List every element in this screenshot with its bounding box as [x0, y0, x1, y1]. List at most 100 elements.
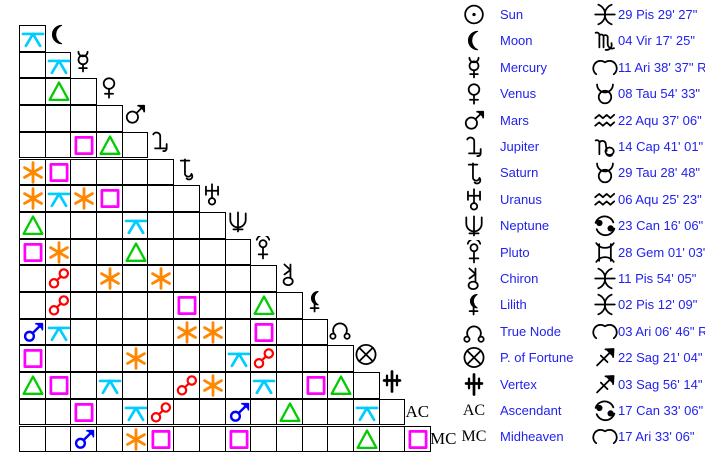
aspect-cell[interactable] — [276, 345, 303, 372]
aspect-cell[interactable] — [250, 399, 277, 426]
aspect-cell[interactable] — [250, 319, 277, 346]
aspect-cell[interactable] — [19, 319, 46, 346]
aspect-cell[interactable] — [45, 399, 72, 426]
aspect-cell[interactable] — [45, 185, 72, 212]
aspect-cell[interactable] — [199, 265, 226, 292]
aspect-cell[interactable] — [147, 185, 174, 212]
aspect-cell[interactable] — [250, 265, 277, 292]
aspect-cell[interactable] — [199, 399, 226, 426]
aspect-cell[interactable] — [19, 212, 46, 239]
aspect-cell[interactable] — [122, 239, 149, 266]
aspect-cell[interactable] — [199, 292, 226, 319]
aspect-cell[interactable] — [276, 426, 303, 452]
aspect-cell[interactable] — [70, 265, 97, 292]
aspect-cell[interactable] — [302, 319, 329, 346]
aspect-cell[interactable] — [199, 319, 226, 346]
aspect-cell[interactable] — [250, 345, 277, 372]
aspect-cell[interactable] — [45, 78, 72, 105]
aspect-cell[interactable] — [250, 372, 277, 399]
aspect-cell[interactable] — [19, 159, 46, 186]
aspect-cell[interactable] — [96, 105, 123, 132]
aspect-cell[interactable] — [225, 345, 252, 372]
aspect-cell[interactable] — [19, 185, 46, 212]
aspect-cell[interactable] — [327, 426, 354, 452]
aspect-cell[interactable] — [96, 399, 123, 426]
aspect-cell[interactable] — [19, 239, 46, 266]
aspect-cell[interactable] — [70, 159, 97, 186]
aspect-cell[interactable] — [122, 345, 149, 372]
aspect-cell[interactable] — [70, 78, 97, 105]
aspect-cell[interactable] — [122, 399, 149, 426]
aspect-cell[interactable] — [250, 426, 277, 452]
aspect-cell[interactable] — [147, 265, 174, 292]
aspect-cell[interactable] — [19, 372, 46, 399]
aspect-cell[interactable] — [96, 185, 123, 212]
aspect-cell[interactable] — [96, 265, 123, 292]
aspect-cell[interactable] — [173, 185, 200, 212]
aspect-cell[interactable] — [96, 132, 123, 159]
aspect-cell[interactable] — [45, 52, 72, 79]
aspect-cell[interactable] — [353, 372, 380, 399]
aspect-cell[interactable] — [173, 319, 200, 346]
aspect-cell[interactable] — [45, 159, 72, 186]
aspect-cell[interactable] — [19, 25, 46, 52]
aspect-cell[interactable] — [45, 426, 72, 452]
aspect-cell[interactable] — [173, 292, 200, 319]
aspect-cell[interactable] — [122, 426, 149, 452]
aspect-cell[interactable] — [173, 399, 200, 426]
aspect-cell[interactable] — [276, 399, 303, 426]
aspect-cell[interactable] — [353, 399, 380, 426]
aspect-cell[interactable] — [302, 426, 329, 452]
aspect-cell[interactable] — [353, 426, 380, 452]
aspect-cell[interactable] — [147, 426, 174, 452]
aspect-cell[interactable] — [225, 319, 252, 346]
aspect-cell[interactable] — [147, 239, 174, 266]
aspect-cell[interactable] — [45, 319, 72, 346]
aspect-cell[interactable] — [96, 345, 123, 372]
aspect-cell[interactable] — [45, 265, 72, 292]
aspect-cell[interactable] — [379, 399, 406, 426]
aspect-cell[interactable] — [45, 105, 72, 132]
aspect-cell[interactable] — [70, 105, 97, 132]
aspect-cell[interactable] — [70, 292, 97, 319]
aspect-cell[interactable] — [45, 212, 72, 239]
aspect-cell[interactable] — [45, 239, 72, 266]
aspect-cell[interactable] — [225, 426, 252, 452]
aspect-cell[interactable] — [147, 159, 174, 186]
aspect-cell[interactable] — [96, 372, 123, 399]
aspect-cell[interactable] — [199, 345, 226, 372]
aspect-cell[interactable] — [70, 185, 97, 212]
aspect-cell[interactable] — [173, 212, 200, 239]
aspect-cell[interactable] — [379, 426, 406, 452]
aspect-cell[interactable] — [302, 399, 329, 426]
aspect-cell[interactable] — [96, 212, 123, 239]
aspect-cell[interactable] — [173, 239, 200, 266]
aspect-cell[interactable] — [96, 159, 123, 186]
aspect-cell[interactable] — [19, 105, 46, 132]
aspect-cell[interactable] — [70, 399, 97, 426]
aspect-cell[interactable] — [122, 265, 149, 292]
aspect-cell[interactable] — [70, 239, 97, 266]
aspect-cell[interactable] — [19, 132, 46, 159]
aspect-cell[interactable] — [225, 399, 252, 426]
aspect-cell[interactable] — [147, 292, 174, 319]
aspect-cell[interactable] — [96, 292, 123, 319]
aspect-cell[interactable] — [122, 319, 149, 346]
aspect-cell[interactable] — [19, 345, 46, 372]
aspect-cell[interactable] — [199, 239, 226, 266]
aspect-cell[interactable] — [302, 372, 329, 399]
aspect-cell[interactable] — [199, 372, 226, 399]
